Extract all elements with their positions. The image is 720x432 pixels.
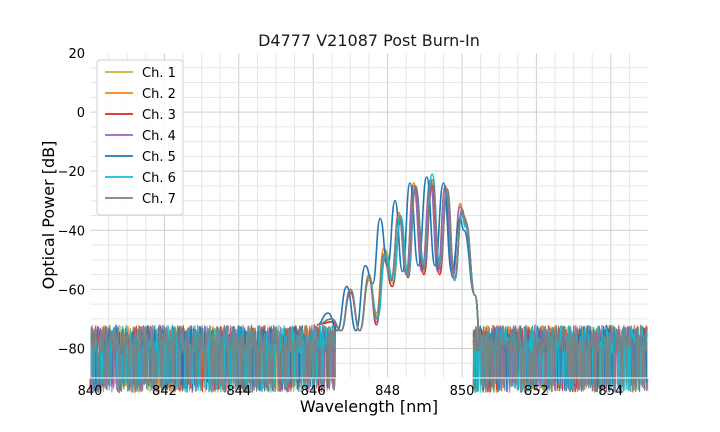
y-tick-label: 0 <box>77 106 85 121</box>
legend-label-5: Ch. 5 <box>142 150 176 165</box>
x-tick-label: 852 <box>524 384 549 399</box>
series-line-5 <box>316 176 482 344</box>
x-tick-label: 848 <box>375 384 400 399</box>
x-tick-label: 850 <box>450 384 475 399</box>
chart-title: D4777 V21087 Post Burn-In <box>258 31 480 50</box>
y-axis-label: Optical Power [dB] <box>39 141 58 290</box>
plot-frame <box>89 52 649 379</box>
noise-trace-7 <box>89 324 649 394</box>
x-tick-label: 844 <box>226 384 251 399</box>
y-tick-label: −80 <box>58 342 85 357</box>
legend-label-1: Ch. 1 <box>142 66 176 81</box>
legend-label-2: Ch. 2 <box>142 87 176 102</box>
y-tick-labels: 20 0 −20 −40 −60 −80 <box>58 47 85 357</box>
legend-label-3: Ch. 3 <box>142 108 176 123</box>
y-tick-label: −40 <box>58 224 85 239</box>
x-tick-label: 840 <box>78 384 103 399</box>
legend: Ch. 1 Ch. 2 Ch. 3 Ch. 4 Ch. 5 Ch. 6 Ch. 7 <box>96 59 184 216</box>
legend-label-4: Ch. 4 <box>142 129 176 144</box>
y-tick-label: −60 <box>58 283 85 298</box>
x-tick-labels: 840 842 844 846 848 850 852 854 <box>78 384 624 399</box>
series-lines <box>316 173 482 344</box>
legend-label-7: Ch. 7 <box>142 192 176 207</box>
noise-floor <box>89 323 649 395</box>
legend-label-6: Ch. 6 <box>142 171 176 186</box>
y-tick-label: −20 <box>58 165 85 180</box>
y-tick-label: 20 <box>68 47 85 62</box>
x-tick-label: 854 <box>598 384 623 399</box>
x-axis-label: Wavelength [nm] <box>300 397 438 416</box>
series-line-7 <box>316 179 482 344</box>
x-tick-label: 846 <box>301 384 326 399</box>
x-tick-label: 842 <box>152 384 177 399</box>
